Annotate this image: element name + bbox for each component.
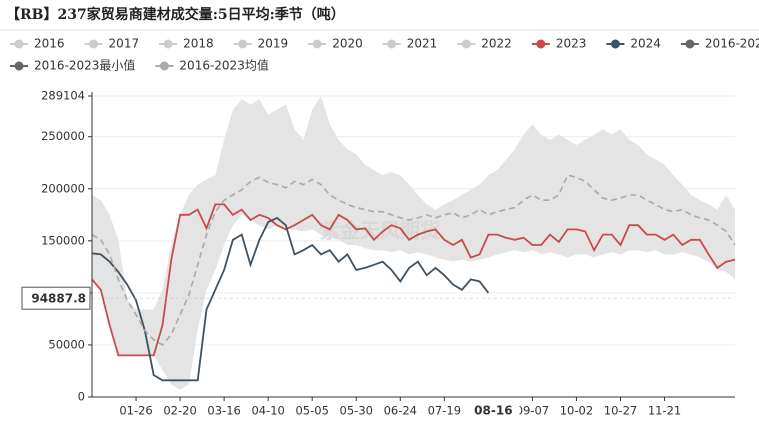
legend-item: 2018 [159,37,214,51]
legend-label: 2016-2023最大值 [705,36,759,51]
x-tick-label: 02-20 [163,404,196,418]
pointer-y-box [21,286,91,310]
legend-marker [610,39,620,49]
legend-item: 2016-2023最小值 [10,58,135,73]
series-line [91,216,490,382]
y-tick-label: 200000 [41,181,85,195]
chart-title: 【RB】237家贸易商建材成交量:5日平均:季节（吨） [6,6,345,23]
x-tick-label: 05-05 [295,404,328,418]
legend-item: 2022 [457,37,512,51]
x-tick-label: 10-27 [604,404,637,418]
legend-item: 2019 [233,37,289,51]
legend-label: 2016 [34,37,65,51]
x-tick-label: 03-16 [207,404,240,418]
x-tick-label: 04-10 [251,404,284,418]
legend-label: 2022 [481,37,512,51]
legend-label: 2020 [332,37,363,51]
legend-item: 2023 [531,37,587,51]
legend-marker [14,61,24,71]
x-tick-label: 07-19 [428,404,461,418]
x-tick-label: 01-26 [119,404,152,418]
legend-item: 2016 [10,37,65,51]
legend-marker [312,39,322,49]
legend-item: 2020 [308,37,363,51]
legend-label: 2023 [556,37,587,51]
range-band [92,96,735,390]
legend-item: 2021 [382,37,438,51]
legend-label: 2019 [258,37,289,51]
legend-marker [461,39,471,49]
x-tick-label: 05-30 [340,404,373,418]
x-tick-label: 10-02 [560,404,593,418]
x-tick-label: 11-21 [648,404,681,418]
legend-item: 2016-2023最大值 [680,36,759,51]
y-tick-label: 150000 [41,233,85,247]
legend-marker [14,39,24,49]
legend-item: 2017 [84,37,140,51]
legend-marker [387,39,397,49]
y-tick-label: 50000 [48,337,85,351]
x-tick-label: 06-24 [384,404,417,418]
legend-label: 2018 [183,37,214,51]
legend-marker [159,61,169,71]
pointer-y-label: 94887.8 [31,292,86,306]
pointer-x-box [467,400,520,422]
legend-item: 2016-2023均值 [155,58,269,73]
legend-label: 2017 [109,37,140,51]
legend-label: 2021 [407,37,438,51]
legend-label: 2016-2023均值 [179,58,268,73]
pointer-x-label: 08-16 [474,404,512,418]
series-line [91,203,736,357]
y-tick-label: 289104 [41,89,85,103]
legend-label: 2024 [630,37,661,51]
x-tick-label: 09-07 [516,404,549,418]
legend-item: 2024 [606,37,661,51]
legend-marker [238,39,248,49]
y-tick-label: 250000 [41,129,85,143]
watermark: 紫金天风期货 [320,219,440,243]
legend-marker [685,39,695,49]
legend-marker [163,39,173,49]
y-tick-label: 0 [78,390,85,404]
legend-marker [89,39,99,49]
legend-label: 2016-2023最小值 [34,58,135,73]
legend-marker [536,39,546,49]
